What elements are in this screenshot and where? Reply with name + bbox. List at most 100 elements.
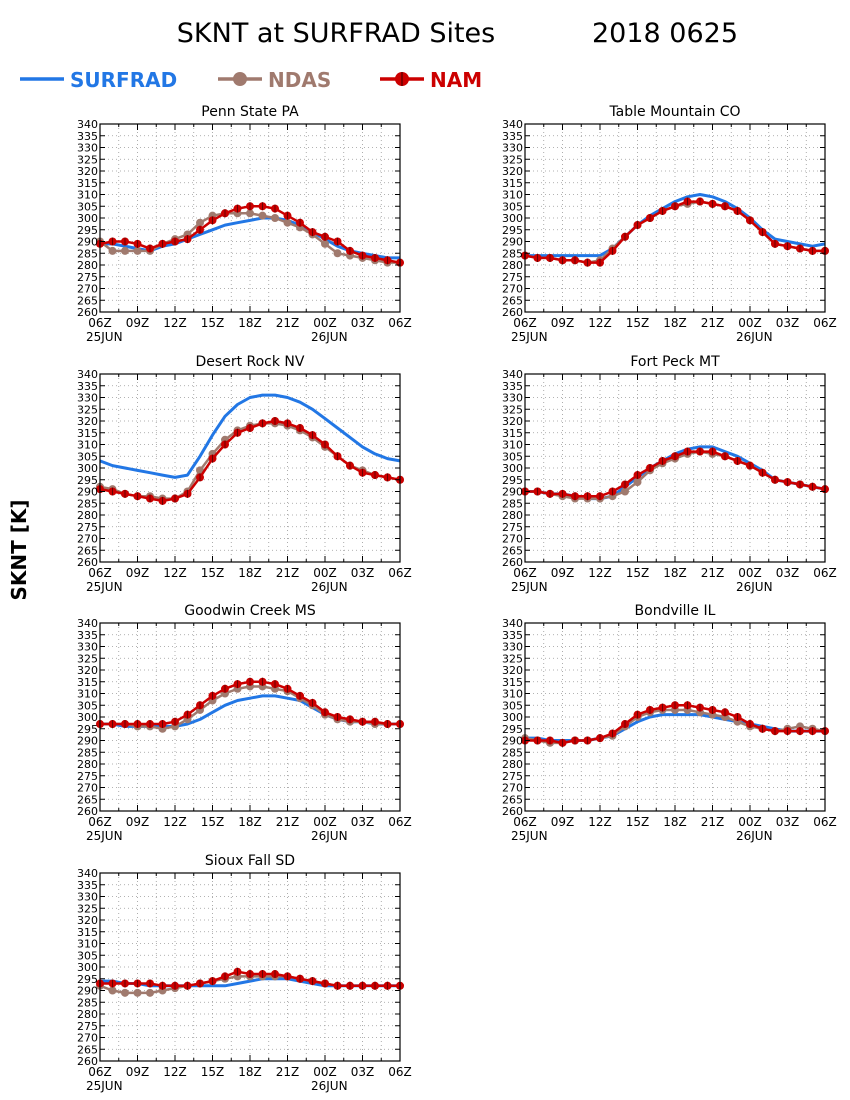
y-tick-label: 265 xyxy=(77,1043,98,1056)
y-tick-label: 280 xyxy=(502,758,523,771)
y-ticks: 2602652702752802852902953003053103153203… xyxy=(502,368,825,569)
x-tick-label: 12Z xyxy=(588,566,612,580)
x-tick-label: 21Z xyxy=(701,566,725,580)
y-tick-label: 270 xyxy=(77,533,98,546)
y-tick-label: 330 xyxy=(502,392,523,405)
y-tick-label: 310 xyxy=(77,189,98,202)
grid xyxy=(100,374,400,562)
x-day-label: 26JUN xyxy=(736,330,773,344)
series-surfrad xyxy=(525,193,826,258)
y-tick-label: 295 xyxy=(77,224,98,237)
x-tick-label: 06Z xyxy=(388,1065,412,1079)
y-tick-label: 310 xyxy=(77,938,98,951)
y-tick-label: 280 xyxy=(502,259,523,272)
y-tick-label: 275 xyxy=(502,271,523,284)
y-tick-label: 275 xyxy=(502,770,523,783)
x-tick-label: 03Z xyxy=(776,316,800,330)
grid xyxy=(525,374,825,562)
panel-title: Goodwin Creek MS xyxy=(184,603,316,619)
x-tick-label: 09Z xyxy=(551,316,575,330)
figure-date: 2018 0625 xyxy=(592,18,738,49)
x-tick-label: 06Z xyxy=(388,815,412,829)
x-tick-label: 06Z xyxy=(88,815,112,829)
legend-label-nam: NAM xyxy=(430,68,482,92)
y-tick-label: 285 xyxy=(502,247,523,260)
x-tick-label: 00Z xyxy=(738,566,762,580)
x-tick-label: 18Z xyxy=(238,1065,262,1079)
y-tick-label: 280 xyxy=(77,509,98,522)
y-tick-label: 290 xyxy=(77,486,98,499)
x-tick-label: 09Z xyxy=(126,316,150,330)
point-ndas xyxy=(633,478,642,487)
y-tick-label: 310 xyxy=(502,439,523,452)
legend-marker-ndas xyxy=(233,72,247,86)
y-tick-label: 275 xyxy=(77,271,98,284)
y-tick-label: 315 xyxy=(77,676,98,689)
x-tick-label: 12Z xyxy=(163,1065,187,1079)
y-tick-label: 325 xyxy=(77,403,98,416)
point-ndas xyxy=(258,211,267,220)
panel-7: Sioux Fall SD260265270275280285290295300… xyxy=(77,853,412,1093)
x-day-label: 26JUN xyxy=(736,580,773,594)
x-tick-label: 00Z xyxy=(313,1065,337,1079)
y-tick-label: 335 xyxy=(77,380,98,393)
y-tick-label: 315 xyxy=(77,427,98,440)
x-tick-label: 15Z xyxy=(626,566,650,580)
x-tick-label: 09Z xyxy=(551,815,575,829)
y-tick-label: 315 xyxy=(502,427,523,440)
y-tick-label: 335 xyxy=(502,130,523,143)
y-tick-label: 315 xyxy=(502,177,523,190)
panel-title: Table Mountain CO xyxy=(608,104,740,120)
x-tick-label: 03Z xyxy=(351,566,375,580)
y-tick-label: 300 xyxy=(502,212,523,225)
x-day-label: 26JUN xyxy=(311,580,348,594)
point-ndas xyxy=(246,209,254,218)
x-tick-label: 18Z xyxy=(238,566,262,580)
point-ndas xyxy=(333,249,342,258)
y-tick-label: 335 xyxy=(77,879,98,892)
x-tick-label: 06Z xyxy=(388,316,412,330)
series-surfrad xyxy=(99,393,401,479)
x-tick-label: 09Z xyxy=(126,566,150,580)
y-tick-label: 285 xyxy=(77,996,98,1009)
y-tick-label: 335 xyxy=(77,629,98,642)
y-tick-label: 310 xyxy=(77,688,98,701)
y-tick-label: 340 xyxy=(77,118,98,131)
y-tick-label: 325 xyxy=(502,403,523,416)
x-tick-label: 00Z xyxy=(313,316,337,330)
y-tick-label: 310 xyxy=(77,439,98,452)
x-tick-label: 06Z xyxy=(513,566,537,580)
y-tick-label: 325 xyxy=(502,153,523,166)
x-tick-label: 15Z xyxy=(201,316,225,330)
x-tick-label: 15Z xyxy=(626,815,650,829)
y-ticks: 2602652702752802852902953003053103153203… xyxy=(77,617,400,818)
panel-3: Desert Rock NV26026527027528028529029530… xyxy=(77,354,412,594)
series-nam xyxy=(96,967,404,990)
y-tick-label: 340 xyxy=(502,617,523,630)
point-ndas xyxy=(271,214,279,222)
y-tick-label: 295 xyxy=(77,474,98,487)
panel-title: Sioux Fall SD xyxy=(205,853,295,869)
x-tick-label: 06Z xyxy=(88,1065,112,1079)
point-ndas xyxy=(121,988,129,997)
x-tick-label: 06Z xyxy=(813,566,837,580)
panel-4: Fort Peck MT2602652702752802852902953003… xyxy=(502,354,837,594)
x-tick-label: 06Z xyxy=(88,566,112,580)
x-day-label: 26JUN xyxy=(311,1079,348,1093)
x-day-label: 26JUN xyxy=(311,829,348,843)
x-tick-label: 00Z xyxy=(313,566,337,580)
x-tick-label: 21Z xyxy=(276,1065,300,1079)
y-tick-label: 260 xyxy=(502,306,523,319)
y-tick-label: 320 xyxy=(77,664,98,677)
y-tick-label: 310 xyxy=(502,688,523,701)
x-day-label: 25JUN xyxy=(511,580,548,594)
y-tick-label: 290 xyxy=(502,486,523,499)
y-tick-label: 315 xyxy=(502,676,523,689)
x-tick-label: 21Z xyxy=(701,316,725,330)
y-tick-label: 290 xyxy=(502,735,523,748)
series-line-surfrad xyxy=(99,393,401,479)
